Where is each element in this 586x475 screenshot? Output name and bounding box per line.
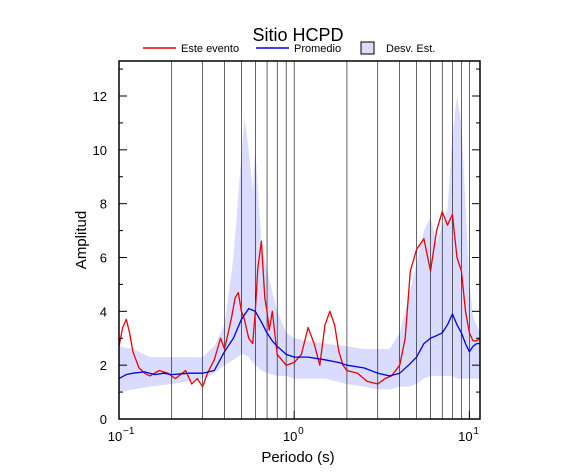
x-tick-label: 10 [283, 429, 297, 444]
series-line-promedio [119, 307, 480, 380]
x-tick-exponent: −1 [123, 426, 135, 437]
y-tick-label: 0 [100, 412, 107, 427]
x-tick-label: 10 [458, 429, 472, 444]
y-axis-label: Amplitud [73, 211, 90, 269]
x-axis-label: Periodo (s) [261, 449, 334, 466]
y-tick-label: 4 [100, 304, 107, 319]
legend-label-desv: Desv. Est. [386, 43, 435, 55]
y-tick-label: 6 [100, 250, 107, 265]
y-tick-label: 2 [100, 358, 107, 373]
x-tick-exponent: 0 [298, 426, 304, 437]
std-dev-band-layer [119, 96, 480, 393]
y-tick-label: 12 [93, 89, 107, 104]
chart-title: Sitio HCPD [252, 25, 343, 45]
legend: Este evento Promedio Desv. Est. [143, 41, 435, 55]
x-tick-label: 10 [108, 429, 122, 444]
plot-frame [118, 60, 481, 420]
y-tick-label: 10 [93, 143, 107, 158]
x-tick-exponent: 1 [473, 426, 479, 437]
grid-layer [171, 61, 470, 419]
series-layer [119, 211, 480, 388]
y-tick-label: 8 [100, 197, 107, 212]
legend-label-promedio: Promedio [294, 43, 341, 55]
std-dev-band [119, 96, 480, 393]
series-line-evento [119, 211, 480, 388]
legend-label-evento: Este evento [181, 43, 239, 55]
legend-swatch-desv [360, 41, 375, 55]
